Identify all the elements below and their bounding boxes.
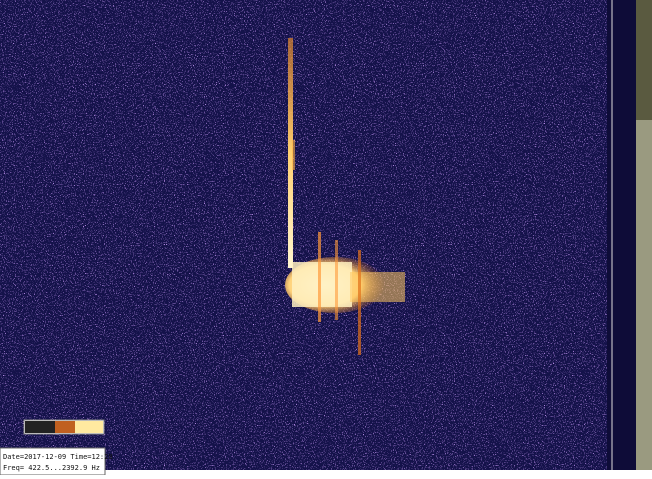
spectrogram-window: Date=2017-12-09 Time=12:28 Freq= 422.5..… bbox=[0, 0, 652, 475]
noise bbox=[0, 0, 607, 470]
freq-axis bbox=[607, 0, 636, 470]
date-line: Date=2017-12-09 Time=12:28 bbox=[3, 453, 113, 461]
freq-line: Freq= 422.5...2392.9 Hz bbox=[3, 464, 100, 472]
